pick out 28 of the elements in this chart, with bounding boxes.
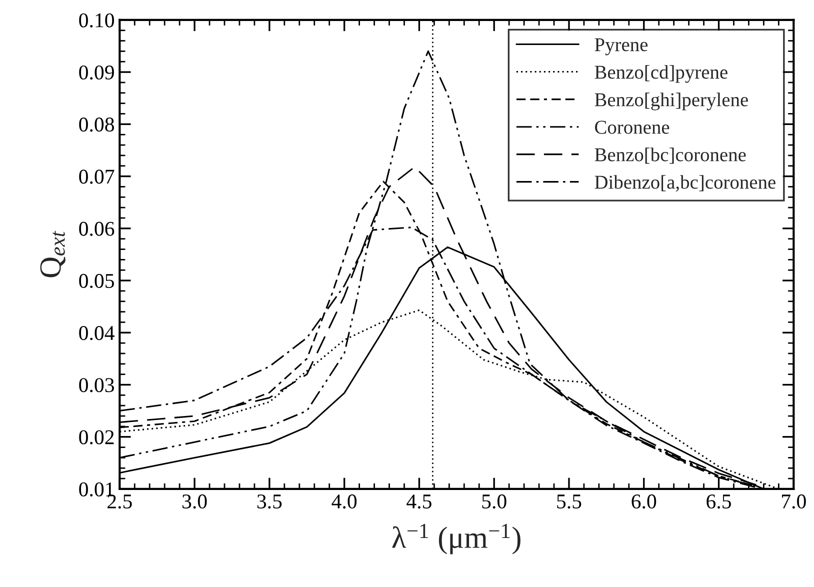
y-tick-label: 0.04	[79, 326, 114, 340]
y-tick-label: 0.07	[79, 170, 114, 184]
y-axis-title: Q$_{ext}$	[40, 230, 66, 278]
x-tick-label: 6.5	[706, 494, 731, 509]
legend-label: Coronene	[595, 120, 670, 134]
y-tick-label: 0.10	[79, 13, 114, 28]
x-tick-label: 6.0	[632, 494, 656, 509]
x-tick-label: 3.5	[257, 494, 282, 509]
x-axis-title: λ$^{−1}$ (μm$^{−1}$)	[392, 524, 520, 554]
legend-label: Benzo[bc]coronene	[594, 148, 746, 164]
legend-label: Pyrene	[594, 38, 648, 56]
y-tick-label: 0.09	[79, 65, 114, 80]
y-tick-label: 0.08	[79, 118, 114, 132]
y-tick-label: 0.05	[79, 274, 114, 288]
x-tick-label: 2.5	[108, 494, 132, 509]
x-tick-label: 3.0	[182, 494, 207, 509]
x-tick-label: 5.0	[482, 494, 506, 509]
y-tick-label: 0.02	[79, 430, 114, 444]
y-tick-label: 0.01	[79, 482, 114, 496]
legend-label: Benzo[ghi]perylene	[594, 92, 748, 110]
x-tick-label: 4.0	[332, 494, 357, 509]
legend-label: Benzo[cd]pyrene	[594, 65, 728, 83]
y-tick-label: 0.03	[79, 378, 114, 392]
x-tick-label: 7.0	[782, 494, 806, 509]
y-tick-label: 0.06	[79, 222, 114, 236]
legend-label: Dibenzo[a,bc]coronene	[594, 175, 776, 192]
x-tick-label: 5.5	[557, 494, 582, 509]
x-tick-label: 4.5	[406, 494, 432, 509]
